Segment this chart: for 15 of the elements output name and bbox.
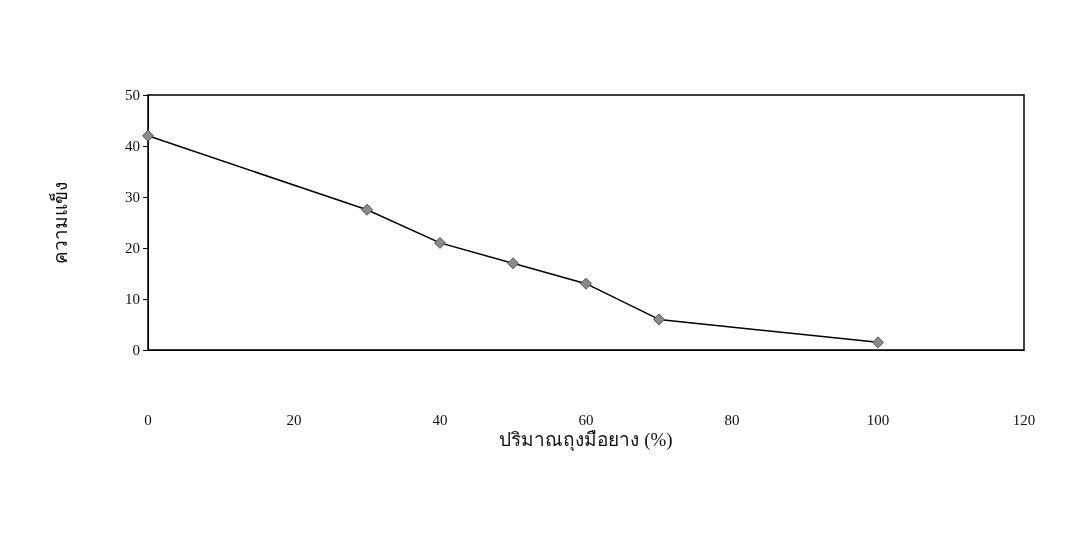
x-axis-title: ปริมาณถุงมือยาง (%)	[499, 429, 673, 452]
x-tick-label: 40	[432, 411, 448, 428]
y-tick-label: 20	[125, 240, 140, 256]
x-tick-label: 60	[578, 411, 594, 428]
y-tick-label: 0	[132, 342, 140, 358]
x-tick-label: 120	[1012, 411, 1036, 428]
x-tick-label: 0	[144, 411, 152, 428]
x-tick-label: 100	[866, 411, 890, 428]
y-tick-label: 30	[125, 189, 140, 205]
y-tick-label: 50	[125, 87, 140, 103]
y-tick-label: 10	[125, 291, 140, 307]
x-tick-label: 80	[724, 411, 740, 428]
x-tick-label: 20	[286, 411, 302, 428]
y-axis-title: ความแข็ง	[48, 181, 71, 264]
y-tick-label: 40	[125, 138, 140, 154]
